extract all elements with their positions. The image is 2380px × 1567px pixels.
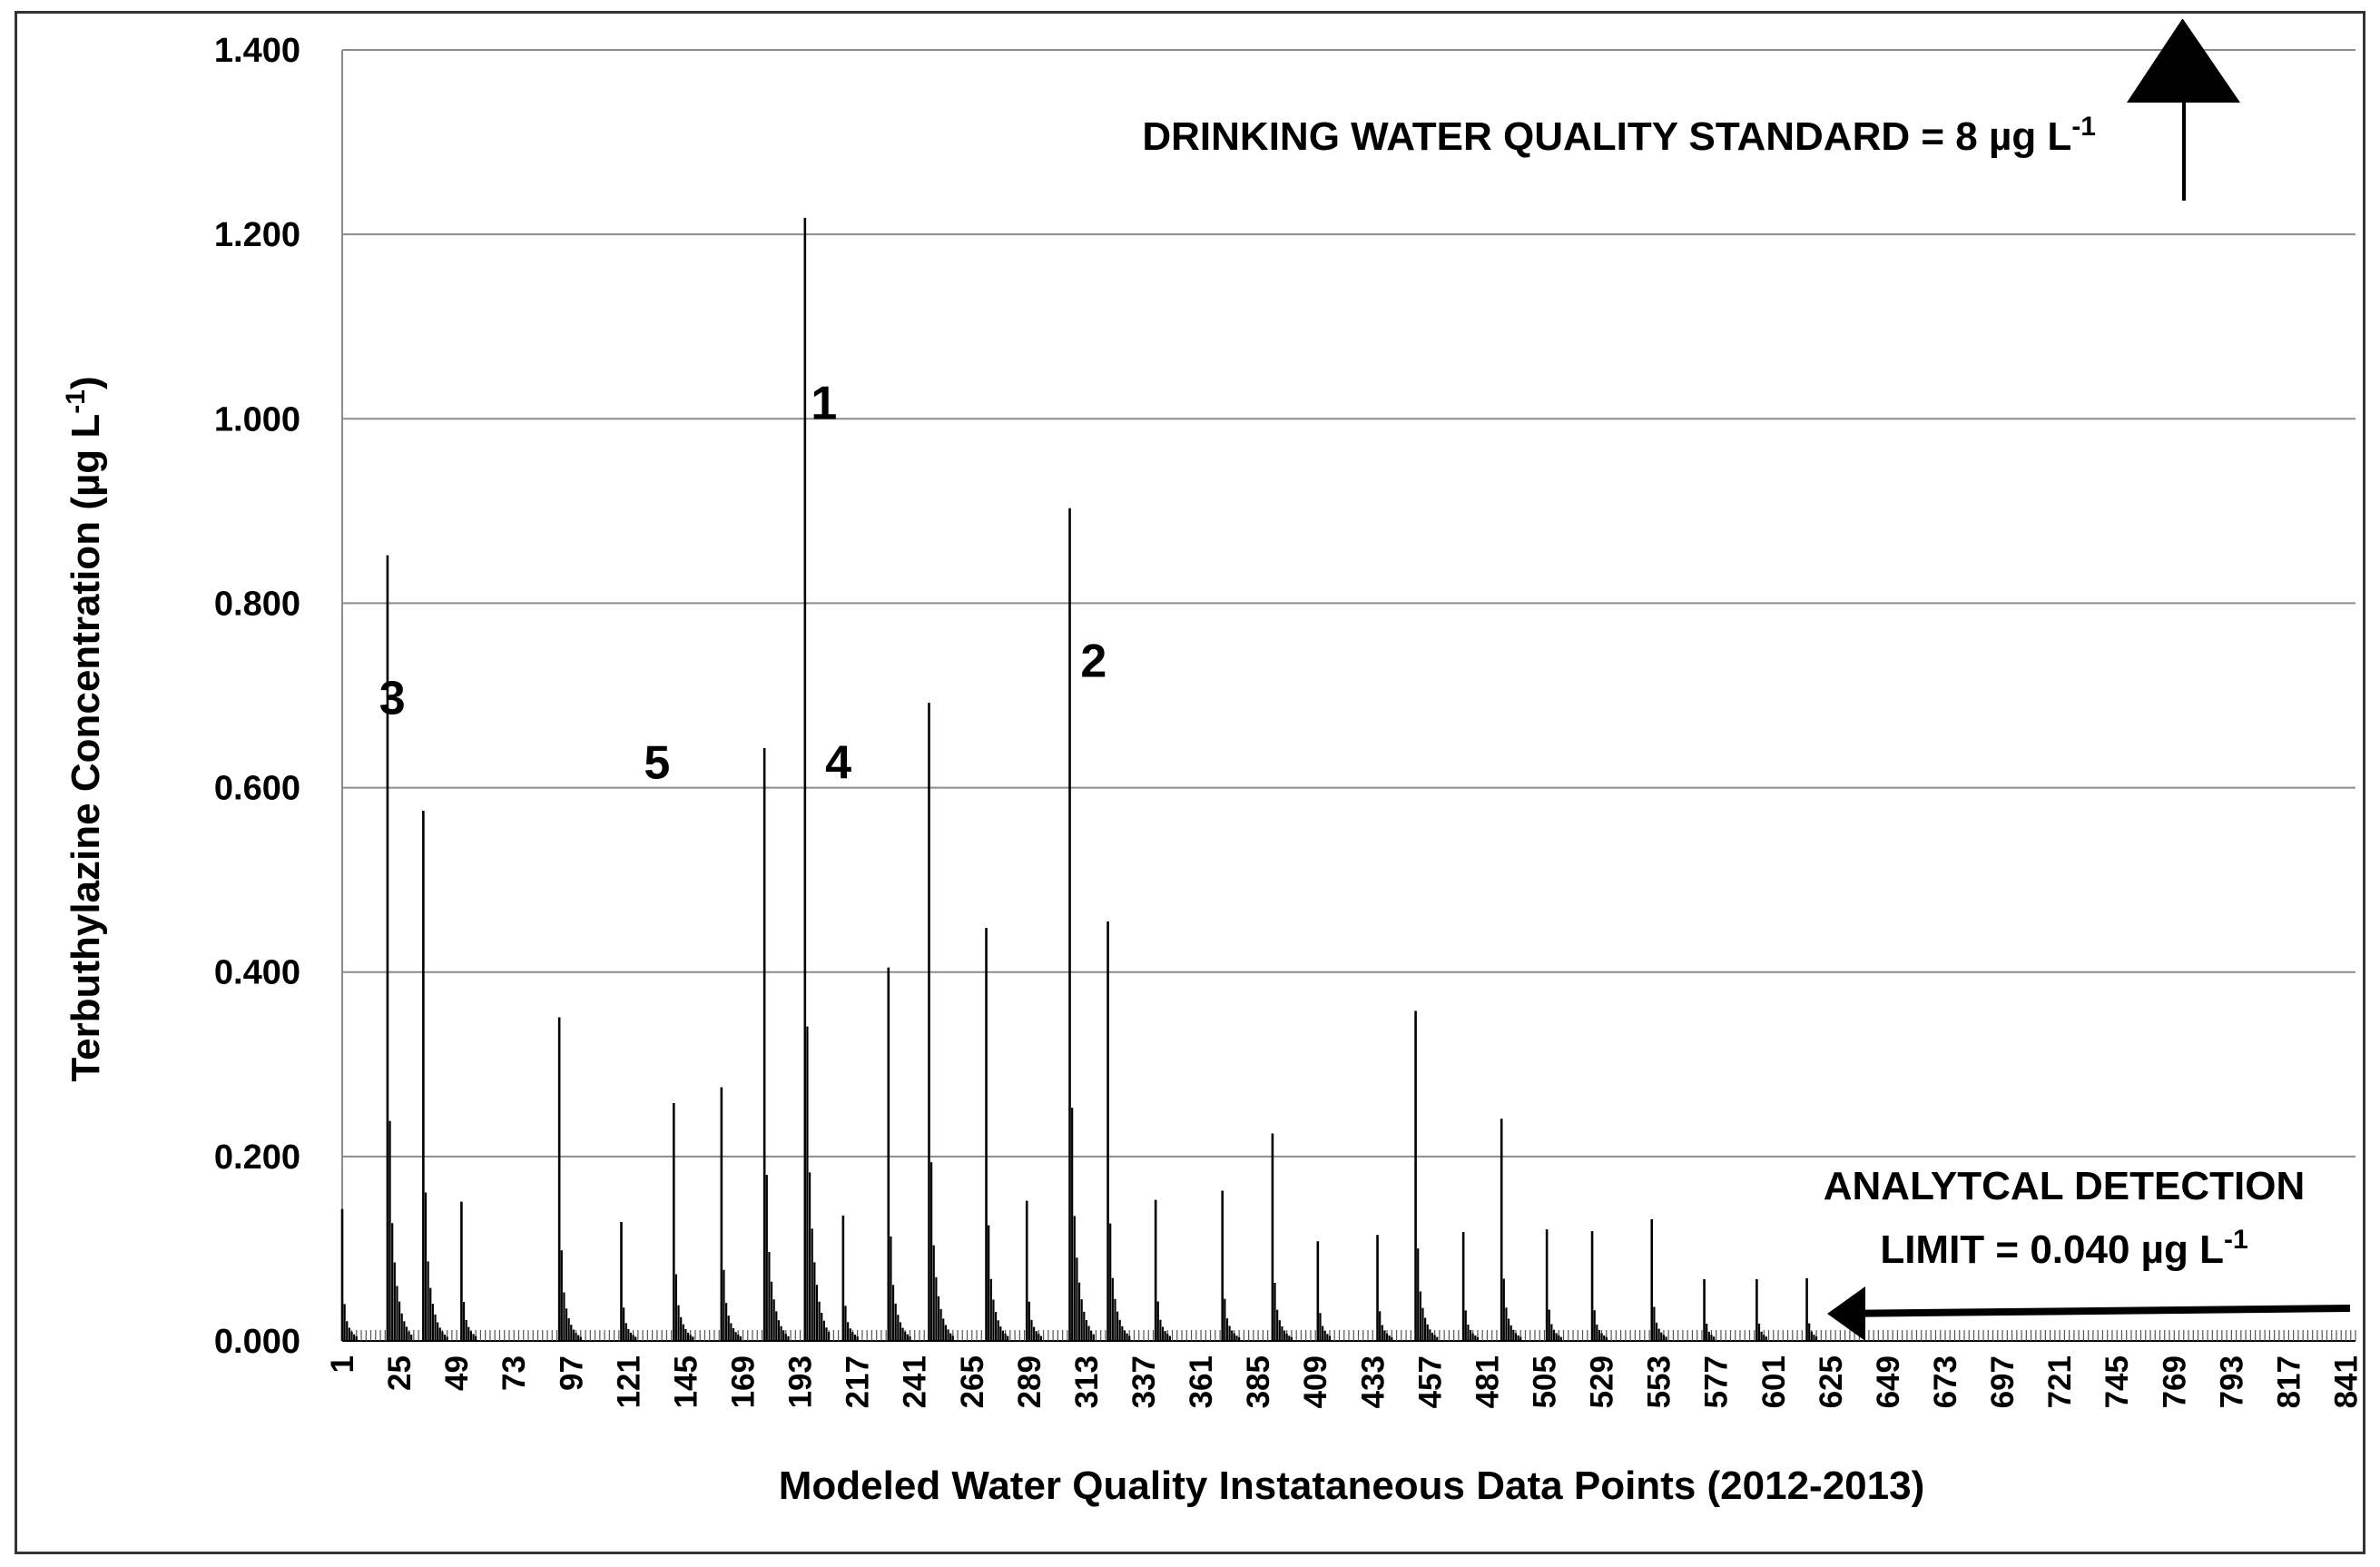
x-tick-label: 121 xyxy=(611,1355,646,1408)
x-tick-label: 385 xyxy=(1241,1355,1276,1408)
x-tick-label: 49 xyxy=(439,1355,475,1391)
x-tick-label: 25 xyxy=(382,1355,418,1391)
x-tick-label: 409 xyxy=(1298,1355,1333,1408)
left-arrow-icon xyxy=(1827,1286,1865,1341)
x-tick-label: 601 xyxy=(1756,1355,1792,1408)
x-tick-label: 625 xyxy=(1814,1355,1849,1408)
x-tick-label: 841 xyxy=(2328,1355,2363,1408)
peak-label: 2 xyxy=(1080,636,1106,688)
y-axis-ticks: 0.000 0.200 0.400 0.600 0.800 1.000 1.200 1.400 xyxy=(214,32,300,1361)
detection-annotation-line1: ANALYTCAL DETECTION xyxy=(1824,1164,2305,1208)
y-tick-label: 1.200 xyxy=(214,216,300,254)
data-bars xyxy=(340,217,1818,1341)
x-tick-label: 169 xyxy=(725,1355,761,1408)
y-tick-label: 0.400 xyxy=(214,954,300,992)
x-tick-label: 217 xyxy=(841,1355,876,1408)
grid-lines xyxy=(341,49,2355,1342)
x-tick-label: 553 xyxy=(1642,1355,1677,1408)
x-tick-label: 145 xyxy=(668,1355,703,1408)
left-arrow-shaft xyxy=(1834,1305,2351,1317)
x-tick-label: 337 xyxy=(1126,1355,1162,1408)
y-tick-label: 1.400 xyxy=(214,32,300,70)
y-axis-title: Terbuthylazine Concentration (µg L-1) xyxy=(61,376,108,1081)
x-tick-label: 361 xyxy=(1184,1355,1219,1408)
x-axis-title: Modeled Water Quality Instataneous Data … xyxy=(779,1464,1925,1508)
peak-label: 5 xyxy=(644,736,670,789)
chart-svg: 0.000 0.200 0.400 0.600 0.800 1.000 1.200 1.400… xyxy=(61,19,2363,1508)
x-tick-label: 793 xyxy=(2214,1355,2249,1408)
x-tick-label: 745 xyxy=(2100,1355,2135,1408)
x-tick-label: 649 xyxy=(1871,1355,1906,1408)
y-tick-label: 0.800 xyxy=(214,585,300,623)
x-tick-label: 97 xyxy=(554,1355,589,1391)
x-tick-label: 193 xyxy=(783,1355,819,1408)
x-tick-label: 457 xyxy=(1412,1355,1448,1408)
x-tick-label: 577 xyxy=(1699,1355,1735,1408)
x-axis-ticks: 1 25 49 73 97 121 145 169 193 217 241 265 289 313 337 3… xyxy=(325,1355,2363,1408)
x-tick-label: 697 xyxy=(1985,1355,2021,1408)
peak-label: 1 xyxy=(811,377,837,429)
y-tick-label: 0.600 xyxy=(214,770,300,808)
peak-labels: 1 2 3 4 5 xyxy=(379,377,1107,789)
standard-annotation: DRINKING WATER QUALITY STANDARD = 8 µg L… xyxy=(1142,112,2096,159)
y-tick-label: 1.000 xyxy=(214,400,300,439)
chart-frame: 0.000 0.200 0.400 0.600 0.800 1.000 1.200 1.400… xyxy=(15,11,2365,1554)
x-tick-label: 241 xyxy=(898,1355,933,1408)
x-tick-label: 769 xyxy=(2157,1355,2192,1408)
peak-label: 3 xyxy=(379,672,406,724)
y-tick-label: 0.200 xyxy=(214,1138,300,1177)
x-tick-label: 817 xyxy=(2271,1355,2306,1408)
x-tick-label: 529 xyxy=(1585,1355,1620,1408)
y-tick-label: 0.000 xyxy=(214,1323,300,1361)
up-arrow-icon xyxy=(2127,19,2240,201)
x-tick-label: 73 xyxy=(497,1355,532,1391)
x-tick-label: 265 xyxy=(955,1355,990,1408)
peak-label: 4 xyxy=(825,736,851,789)
x-tick-label: 673 xyxy=(1928,1355,1963,1408)
detection-annotation-line2: LIMIT = 0.040 µg L-1 xyxy=(1880,1225,2247,1272)
x-tick-label: 481 xyxy=(1470,1355,1505,1408)
baseline-bars xyxy=(341,1330,2356,1341)
x-tick-label: 1 xyxy=(325,1355,360,1373)
x-tick-label: 289 xyxy=(1012,1355,1047,1408)
x-tick-label: 433 xyxy=(1355,1355,1391,1408)
x-tick-label: 721 xyxy=(2042,1355,2078,1408)
x-tick-label: 313 xyxy=(1069,1355,1105,1408)
x-tick-label: 505 xyxy=(1527,1355,1562,1408)
